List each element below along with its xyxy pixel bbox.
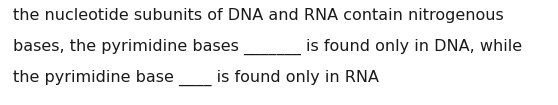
Text: the nucleotide subunits of DNA and RNA contain nitrogenous: the nucleotide subunits of DNA and RNA c… — [13, 8, 504, 23]
Text: bases, the pyrimidine bases _______ is found only in DNA, while: bases, the pyrimidine bases _______ is f… — [13, 39, 522, 55]
Text: the pyrimidine base ____ is found only in RNA: the pyrimidine base ____ is found only i… — [13, 70, 379, 86]
